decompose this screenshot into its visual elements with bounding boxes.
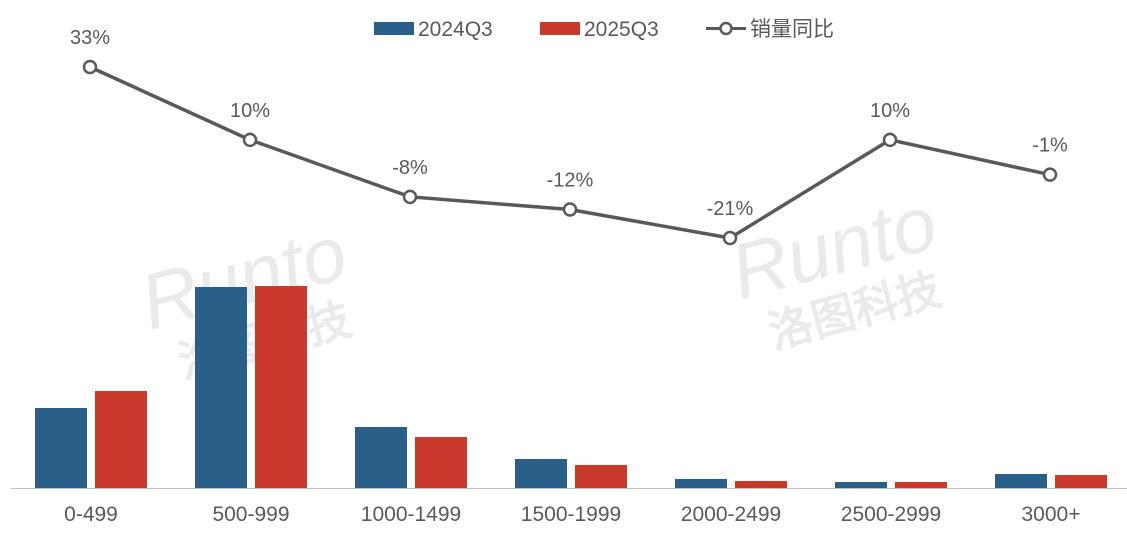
legend-marker-icon <box>719 21 733 36</box>
legend-label-yoy: 销量同比 <box>750 18 834 41</box>
x-tick-label: 500-999 <box>212 503 289 526</box>
yoy-data-label: 10% <box>870 100 910 122</box>
x-tick-label: 2500-2999 <box>841 503 941 526</box>
legend-swatch-2024q3 <box>374 22 414 35</box>
yoy-data-label: -21% <box>707 198 754 220</box>
yoy-point <box>402 189 418 205</box>
yoy-point <box>882 132 898 148</box>
legend-swatch-2025q3 <box>540 22 580 35</box>
yoy-data-label: 33% <box>70 27 110 49</box>
yoy-point <box>722 230 738 246</box>
x-tick-label: 1000-1499 <box>361 503 461 526</box>
yoy-data-label: -1% <box>1032 135 1068 157</box>
bar-2025q3-1500-1999 <box>575 465 627 488</box>
yoy-point <box>82 59 98 75</box>
bar-2025q3-3000+ <box>1055 475 1107 488</box>
x-tick-label: 1500-1999 <box>521 503 621 526</box>
yoy-line: 33% 10% -8% -12% -21% 10% -1% <box>70 27 1068 246</box>
legend-label-2024q3: 2024Q3 <box>418 18 493 41</box>
bar-2024q3-2000-2499 <box>675 479 727 488</box>
yoy-point <box>242 132 258 148</box>
yoy-point <box>1042 167 1058 182</box>
bar-2025q3-500-999 <box>255 286 307 488</box>
bar-2025q3-2000-2499 <box>735 481 787 488</box>
x-tick-label: 2000-2499 <box>681 503 781 526</box>
bars <box>35 286 1107 488</box>
bar-2025q3-2500-2999 <box>895 482 947 488</box>
legend-label-2025q3: 2025Q3 <box>584 18 659 41</box>
x-tick-labels: 0-499 500-999 1000-1499 1500-1999 2000-2499 2… <box>64 503 1080 526</box>
bar-2024q3-1000-1499 <box>355 427 407 488</box>
bar-2025q3-1000-1499 <box>415 437 467 488</box>
bar-2024q3-3000+ <box>995 474 1047 488</box>
x-tick-label: 3000+ <box>1022 503 1081 526</box>
legend: 2024Q3 2025Q3 销量同比 <box>374 18 834 41</box>
x-tick-label: 0-499 <box>64 503 118 526</box>
bar-2025q3-0-499 <box>95 391 147 488</box>
yoy-data-label: -12% <box>547 170 594 192</box>
bar-2024q3-0-499 <box>35 408 87 488</box>
yoy-point <box>562 202 578 217</box>
bar-2024q3-500-999 <box>195 287 247 488</box>
bar-2024q3-2500-2999 <box>835 482 887 488</box>
bar-2024q3-1500-1999 <box>515 459 567 488</box>
yoy-data-label: -8% <box>392 157 428 179</box>
yoy-data-label: 10% <box>230 100 270 122</box>
